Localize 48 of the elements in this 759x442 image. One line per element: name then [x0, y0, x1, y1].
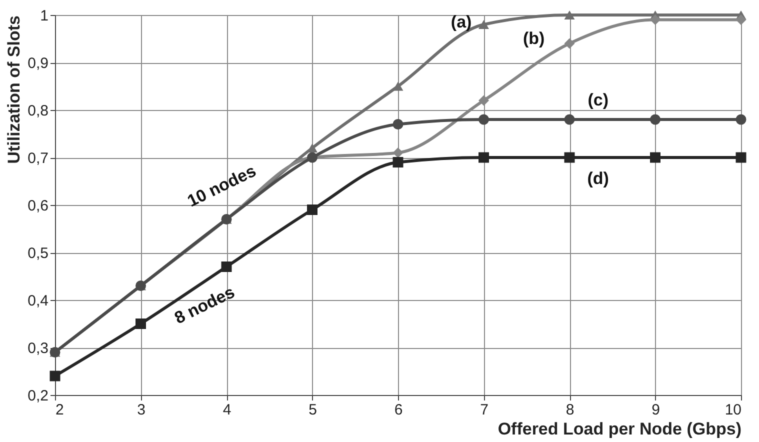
annotation: 8 nodes — [172, 282, 238, 328]
y-tick-label: 0,3 — [28, 340, 48, 357]
point — [478, 152, 489, 163]
y-tick-label: 0,5 — [28, 245, 48, 262]
point — [392, 119, 404, 130]
x-tick-label: 2 — [56, 402, 64, 418]
y-axis-title: Utilization of Slots — [4, 16, 24, 164]
x-tick-label: 4 — [222, 402, 232, 418]
point — [307, 204, 318, 215]
x-tick-label: 7 — [480, 402, 488, 418]
annotation: (a) — [450, 12, 472, 32]
y-tick-label: 0,9 — [28, 55, 48, 72]
x-tick-label: 5 — [308, 402, 317, 418]
point — [392, 157, 404, 168]
point — [650, 152, 660, 163]
y-tick-label: 1 — [40, 8, 48, 24]
x-tick-label: 10 — [724, 402, 742, 418]
point — [564, 38, 575, 49]
point — [392, 148, 404, 158]
point — [564, 10, 575, 20]
point — [736, 152, 746, 163]
point — [564, 114, 575, 125]
point — [478, 20, 489, 30]
x-axis-title: Offered Load per Node (Gbps) — [498, 420, 742, 438]
annotation: (c) — [588, 90, 608, 110]
y-tick-label: 0,8 — [28, 102, 48, 120]
y-tick-label: 0,4 — [28, 292, 48, 310]
point — [564, 152, 575, 163]
annotation: (d) — [587, 169, 609, 188]
point — [392, 82, 404, 91]
point — [478, 114, 489, 125]
x-tick-label: 9 — [652, 402, 660, 418]
point — [221, 262, 232, 272]
y-tick-label: 0,7 — [28, 150, 48, 167]
point — [136, 318, 146, 329]
annotation: (b) — [522, 28, 545, 48]
point — [736, 114, 746, 125]
point — [650, 114, 660, 125]
point — [650, 14, 660, 25]
point — [736, 14, 746, 25]
y-tick-label: 0,6 — [28, 198, 48, 214]
y-tick-label: 0,2 — [28, 388, 48, 404]
point — [50, 370, 60, 382]
annotation: 10 nodes — [184, 161, 259, 211]
x-tick-label: 8 — [566, 402, 574, 418]
x-tick-label: 6 — [394, 402, 403, 418]
point — [478, 95, 489, 106]
x-tick-label: 3 — [137, 402, 146, 418]
